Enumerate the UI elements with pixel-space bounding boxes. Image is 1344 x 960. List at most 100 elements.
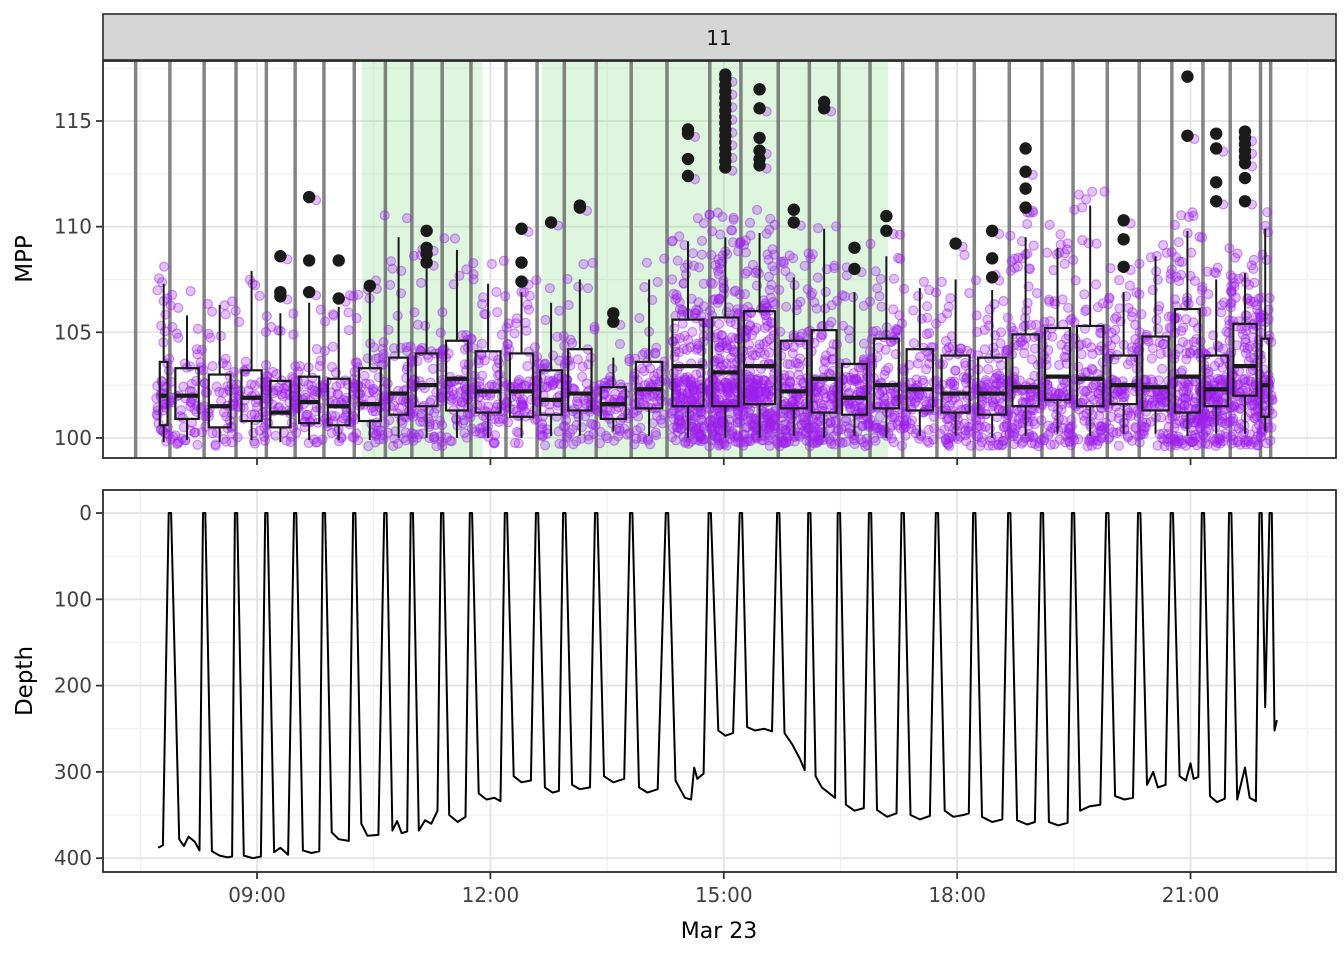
jitter-point <box>712 353 724 364</box>
jitter-point <box>375 425 386 436</box>
box-fill <box>208 374 231 428</box>
jitter-point <box>230 392 241 403</box>
jitter-point <box>400 435 411 446</box>
x-tick-label: 15:00 <box>695 883 753 907</box>
jitter-point <box>374 434 385 445</box>
jitter-point <box>156 277 168 288</box>
box-fill <box>475 351 501 413</box>
jitter-point <box>185 401 196 412</box>
box-fill <box>1142 336 1169 411</box>
jitter-point <box>481 420 492 431</box>
jitter-point <box>691 369 702 380</box>
box-fill <box>1233 323 1257 396</box>
jitter-point <box>728 212 739 223</box>
jitter-point <box>457 418 468 429</box>
jitter-point <box>435 415 446 426</box>
jitter-point <box>562 273 573 285</box>
jitter-point <box>353 289 364 300</box>
jitter-point <box>343 325 355 336</box>
jitter-point <box>553 426 564 437</box>
jitter-point <box>1264 292 1275 304</box>
jitter-point <box>949 423 960 434</box>
outlier-point <box>1238 171 1252 185</box>
jitter-point <box>290 361 301 372</box>
jitter-point <box>1100 364 1111 375</box>
jitter-point <box>360 378 371 389</box>
box-fill <box>327 378 350 426</box>
jitter-point <box>858 300 869 311</box>
jitter-point <box>1159 441 1170 452</box>
jitter-point <box>1092 302 1104 313</box>
jitter-point <box>794 361 805 373</box>
jitter-point <box>159 261 170 272</box>
jitter-point <box>1019 348 1030 359</box>
jitter-point <box>908 338 920 349</box>
jitter-point <box>898 283 910 294</box>
jitter-point <box>234 316 245 327</box>
x-tick-label: 09:00 <box>228 883 286 907</box>
jitter-point <box>218 387 229 398</box>
jitter-point <box>172 438 183 450</box>
box-fill <box>780 340 808 409</box>
jitter-point <box>634 313 645 324</box>
jitter-point <box>1224 243 1235 254</box>
jitter-point <box>563 299 574 311</box>
jitter-point <box>672 255 683 266</box>
jitter-point <box>483 401 494 412</box>
jitter-point <box>970 275 982 286</box>
box-fill <box>744 311 776 405</box>
box-fill <box>446 340 468 411</box>
jitter-point <box>349 432 360 443</box>
jitter-point <box>529 342 541 353</box>
jitter-point <box>1104 423 1115 434</box>
jitter-point <box>945 293 956 304</box>
jitter-point <box>435 327 446 338</box>
jitter-point <box>1225 416 1236 427</box>
jitter-point <box>1044 219 1055 230</box>
jitter-point <box>428 363 439 374</box>
jitter-point <box>587 419 598 430</box>
jitter-point <box>1215 374 1226 385</box>
outlier-point <box>949 237 962 250</box>
jitter-point <box>965 440 977 451</box>
jitter-point <box>535 429 546 440</box>
jitter-point <box>554 305 565 316</box>
jitter-point <box>760 298 771 309</box>
jitter-point <box>1229 252 1241 263</box>
jitter-point <box>352 435 364 446</box>
jitter-point <box>1182 339 1194 350</box>
jitter-point <box>192 349 203 360</box>
jitter-point <box>539 440 551 451</box>
jitter-point <box>1006 411 1018 422</box>
jitter-point <box>558 439 569 450</box>
jitter-point <box>718 278 729 289</box>
outlier-point <box>817 95 831 109</box>
jitter-point <box>751 204 763 215</box>
jitter-point <box>1196 232 1208 243</box>
jitter-point <box>1082 441 1093 452</box>
jitter-point <box>456 397 467 408</box>
jitter-point <box>1203 289 1214 300</box>
box-fill <box>1204 355 1228 407</box>
jitter-point <box>587 257 598 268</box>
jitter-point <box>377 343 388 354</box>
jitter-point <box>666 408 678 419</box>
outlier-point <box>573 199 587 212</box>
jitter-point <box>1141 417 1152 428</box>
jitter-point <box>995 327 1007 338</box>
jitter-point <box>401 213 413 224</box>
jitter-point <box>558 421 569 432</box>
outlier-point <box>985 252 999 265</box>
jitter-point <box>888 273 900 284</box>
jitter-point <box>812 272 823 283</box>
jitter-point <box>240 356 251 367</box>
jitter-point <box>559 340 570 351</box>
jitter-point <box>713 269 725 280</box>
jitter-point <box>311 344 322 355</box>
jitter-point <box>841 372 852 383</box>
jitter-point <box>352 357 363 368</box>
jitter-point <box>382 427 393 438</box>
jitter-point <box>468 269 479 280</box>
jitter-point <box>377 430 388 441</box>
jitter-point <box>1166 264 1177 275</box>
